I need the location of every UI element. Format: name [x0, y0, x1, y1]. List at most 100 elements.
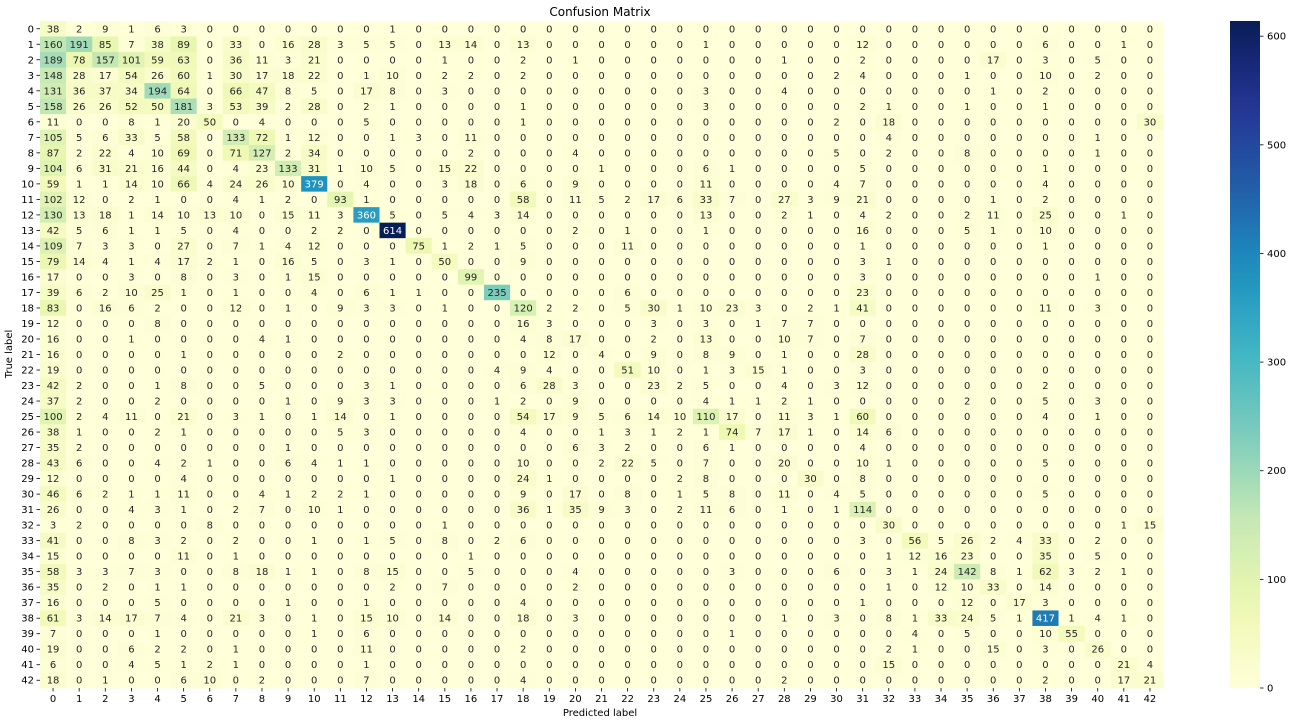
heatmap-cell [771, 67, 798, 84]
cell-value-label: 0 [755, 210, 761, 221]
cell-value-label: 1 [572, 55, 578, 66]
cell-value-label: 0 [703, 598, 709, 609]
cell-value-label: 0 [76, 552, 82, 563]
cell-value-label: 0 [546, 179, 552, 190]
heatmap-cell [875, 160, 903, 177]
cell-value-label: 0 [442, 24, 448, 35]
heatmap-cell [196, 83, 224, 99]
cell-value-label: 1 [598, 164, 604, 175]
cell-value-label: 1 [442, 55, 448, 66]
heatmap-cell [457, 191, 485, 208]
cell-value-label: 36 [230, 55, 243, 66]
cell-value-label: 0 [938, 288, 944, 299]
heatmap-cell [719, 191, 746, 208]
heatmap-cell [431, 191, 459, 208]
heatmap-cell [1058, 145, 1086, 162]
heatmap-cell [144, 145, 171, 162]
cell-value-label: 0 [468, 195, 474, 206]
heatmap-cell [144, 222, 171, 239]
cell-value-label: 0 [520, 521, 526, 532]
cell-value-label: 0 [415, 226, 421, 237]
cell-value-label: 0 [259, 645, 265, 656]
cell-value-label: 0 [468, 412, 474, 423]
heatmap-cell [248, 114, 276, 130]
cell-value-label: 0 [598, 536, 604, 547]
cell-value-label: 0 [337, 86, 343, 97]
heatmap-cell [666, 83, 694, 99]
heatmap-cell [771, 191, 798, 208]
heatmap-cell [1084, 67, 1112, 84]
heatmap-cell [719, 36, 746, 53]
cell-value-label: 0 [938, 397, 944, 408]
cell-value-label: 6 [102, 226, 108, 237]
heatmap-cell [588, 176, 615, 193]
heatmap-cell [196, 21, 224, 37]
cell-value-label: 0 [938, 428, 944, 439]
cell-value-label: 21 [308, 55, 321, 66]
cell-value-label: 0 [1095, 381, 1101, 392]
cell-value-label: 33 [125, 133, 138, 144]
cell-value-label: 0 [912, 71, 918, 82]
cell-value-label: 12 [230, 303, 243, 314]
x-tick-label: 20 [569, 694, 582, 705]
cell-value-label: 62 [1039, 567, 1052, 578]
cell-value-label: 0 [259, 226, 265, 237]
cell-value-label: 0 [859, 521, 865, 532]
cell-value-label: 0 [1068, 350, 1074, 361]
cell-value-label: 0 [964, 381, 970, 392]
cell-value-label: 2 [677, 428, 683, 439]
cell-value-label: 0 [337, 288, 343, 299]
heatmap-cell [823, 83, 851, 99]
cell-value-label: 10 [203, 676, 216, 687]
cell-value-label: 0 [1042, 350, 1048, 361]
cell-value-label: 0 [1147, 412, 1153, 423]
heatmap-cell [92, 83, 119, 99]
heatmap-cell [614, 36, 642, 53]
heatmap-cell [901, 176, 929, 193]
cell-value-label: 0 [886, 536, 892, 547]
cell-value-label: 0 [781, 598, 787, 609]
cell-value-label: 3 [807, 195, 813, 206]
cell-value-label: 9 [729, 350, 735, 361]
cell-value-label: 0 [442, 334, 448, 345]
cell-value-label: 0 [833, 521, 839, 532]
heatmap-cell [457, 222, 485, 239]
cell-value-label: 0 [389, 148, 395, 159]
heatmap-cell [849, 36, 877, 53]
heatmap-cell [1058, 52, 1086, 68]
cell-value-label: 50 [438, 257, 451, 268]
cell-value-label: 0 [442, 226, 448, 237]
heatmap-cell [92, 129, 119, 146]
cell-value-label: 23 [726, 303, 739, 314]
cell-value-label: 0 [729, 521, 735, 532]
heatmap-cell [1084, 98, 1112, 115]
cell-value-label: 0 [964, 443, 970, 454]
cell-value-label: 0 [207, 226, 213, 237]
y-tick-label: 22 [21, 366, 34, 377]
cell-value-label: 0 [207, 567, 213, 578]
cell-value-label: 0 [755, 257, 761, 268]
cell-value-label: 4 [285, 241, 291, 252]
cell-value-label: 15 [987, 645, 1000, 656]
cell-value-label: 31 [99, 164, 112, 175]
cell-value-label: 0 [703, 55, 709, 66]
cell-value-label: 0 [1147, 24, 1153, 35]
cell-value-label: 0 [807, 257, 813, 268]
cell-value-label: 0 [1016, 443, 1022, 454]
cell-value-label: 1 [990, 86, 996, 97]
cell-value-label: 0 [494, 676, 500, 687]
cell-value-label: 16 [935, 552, 948, 563]
cell-value-label: 0 [1095, 505, 1101, 516]
cell-value-label: 1 [180, 428, 186, 439]
heatmap-cell [40, 52, 67, 68]
cell-value-label: 6 [572, 443, 578, 454]
cell-value-label: 0 [990, 598, 996, 609]
cell-value-label: 0 [285, 288, 291, 299]
cell-value-label: 0 [363, 272, 369, 283]
cell-value-label: 0 [964, 505, 970, 516]
heatmap-cell [640, 176, 668, 193]
cell-value-label: 0 [128, 521, 134, 532]
cell-value-label: 0 [259, 474, 265, 485]
cell-value-label: 0 [990, 490, 996, 501]
cell-value-label: 21 [1144, 676, 1157, 687]
